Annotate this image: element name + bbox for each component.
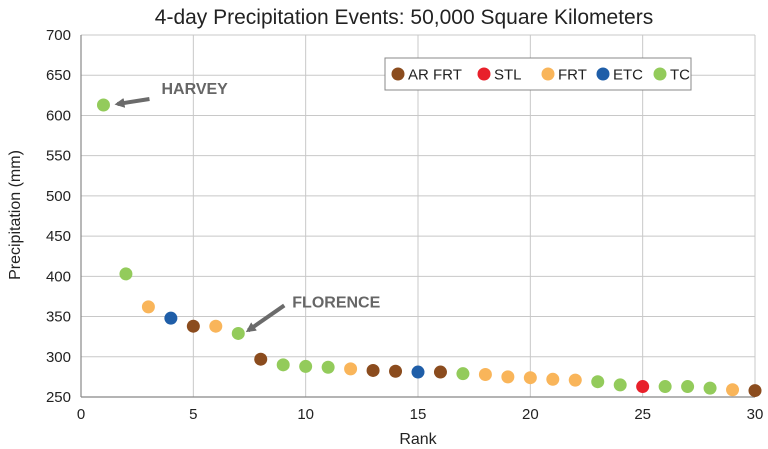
legend-marker-tc <box>653 67 667 81</box>
data-point-rank-16 <box>433 365 447 379</box>
data-point-rank-11 <box>321 360 335 374</box>
y-tick-label: 650 <box>46 67 71 84</box>
x-tick-label: 20 <box>522 406 539 423</box>
data-point-rank-26 <box>658 380 672 394</box>
y-tick-label: 700 <box>46 27 71 44</box>
data-point-rank-5 <box>186 319 200 333</box>
data-point-rank-22 <box>568 373 582 387</box>
y-tick-label: 250 <box>46 389 71 406</box>
x-tick-label: 10 <box>297 406 314 423</box>
legend-label-stl: STL <box>494 67 522 84</box>
data-point-rank-9 <box>276 358 290 372</box>
data-point-rank-24 <box>613 378 627 392</box>
annotations: HARVEY FLORENCE <box>114 81 381 333</box>
legend-label-ar-frt: AR FRT <box>408 67 462 84</box>
x-tick-label: 0 <box>77 406 85 423</box>
y-tick-label: 350 <box>46 309 71 326</box>
legend-box <box>384 57 692 91</box>
legend-marker-etc <box>596 67 610 81</box>
data-point-rank-21 <box>546 372 560 386</box>
data-point-rank-3 <box>141 300 155 314</box>
x-tick-label: 15 <box>410 406 427 423</box>
y-tick-label: 450 <box>46 228 71 245</box>
legend-marker-ar-frt <box>391 67 405 81</box>
y-tick-labels: 250 300 350 400 450 500 550 600 650 700 <box>46 27 71 406</box>
data-points <box>96 98 762 398</box>
annotation-label-florence: FLORENCE <box>292 294 380 311</box>
axes <box>80 35 755 398</box>
data-point-rank-18 <box>478 367 492 381</box>
y-tick-label: 550 <box>46 148 71 165</box>
data-point-rank-17 <box>456 367 470 381</box>
data-point-rank-30 <box>748 384 762 398</box>
legend-label-tc: TC <box>670 67 690 84</box>
data-point-rank-29 <box>726 383 740 397</box>
data-point-rank-19 <box>501 370 515 384</box>
data-point-rank-13 <box>366 363 380 377</box>
data-point-rank-12 <box>344 362 358 376</box>
data-point-rank-20 <box>523 371 537 385</box>
data-point-rank-28 <box>703 381 717 395</box>
chart-title: 4-day Precipitation Events: 50,000 Squar… <box>155 6 653 29</box>
legend-label-etc: ETC <box>613 67 643 84</box>
legend-marker-frt <box>541 67 555 81</box>
x-tick-labels: 0 5 10 15 20 25 30 <box>77 406 764 423</box>
data-point-rank-8 <box>254 352 268 366</box>
x-tick-label: 25 <box>634 406 651 423</box>
y-tick-label: 500 <box>46 188 71 205</box>
data-point-rank-4 <box>164 311 178 325</box>
data-point-rank-15 <box>411 365 425 379</box>
x-axis-label: Rank <box>399 431 437 448</box>
annotation-label-harvey: HARVEY <box>161 81 228 98</box>
y-tick-label: 600 <box>46 107 71 124</box>
data-point-rank-23 <box>591 375 605 389</box>
x-tick-label: 5 <box>189 406 197 423</box>
data-point-rank-27 <box>681 380 695 394</box>
data-point-rank-1 <box>96 98 110 112</box>
legend-label-frt: FRT <box>558 67 587 84</box>
data-point-rank-7 <box>231 326 245 340</box>
legend: AR FRT STL FRT ETC TC <box>384 57 692 91</box>
annotation-arrow-harvey <box>114 97 150 108</box>
legend-marker-stl <box>477 67 491 81</box>
y-axis-label: Precipitation (mm) <box>7 150 24 280</box>
x-tick-label: 30 <box>747 406 764 423</box>
data-point-rank-14 <box>389 364 403 378</box>
y-tick-label: 400 <box>46 268 71 285</box>
data-point-rank-2 <box>119 267 133 281</box>
data-point-rank-10 <box>299 359 313 373</box>
y-tick-label: 300 <box>46 349 71 366</box>
annotation-arrow-florence <box>245 303 286 333</box>
data-point-rank-6 <box>209 319 223 333</box>
data-point-rank-25 <box>636 380 650 394</box>
